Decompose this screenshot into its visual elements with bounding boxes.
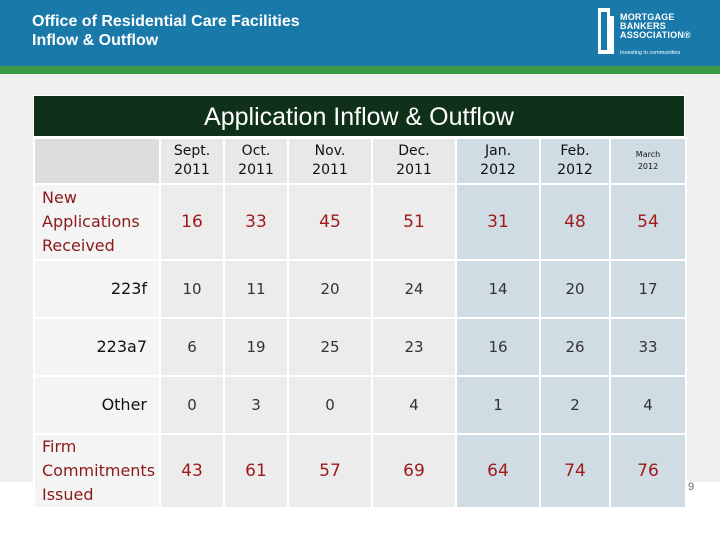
table-cell: 26 <box>539 317 611 377</box>
column-header: Nov. 2011 <box>287 137 373 185</box>
inflow-outflow-table: Application Inflow & Outflow Sept. 2011 O… <box>33 95 687 509</box>
table-cell: 45 <box>287 183 373 261</box>
table-cell: 11 <box>223 259 289 319</box>
row-label: Firm Commitments Issued <box>33 433 161 509</box>
column-header: Feb. 2012 <box>539 137 611 185</box>
row-label: New Applications Received <box>33 183 161 261</box>
page-title-line1: Office of Residential Care Facilities <box>32 13 300 30</box>
table-cell: 16 <box>159 183 225 261</box>
table-cell: 31 <box>455 183 541 261</box>
table-cell: 3 <box>223 375 289 435</box>
table-row: 223f 10 11 20 24 14 20 17 <box>33 259 687 319</box>
mba-logo: MORTGAGE BANKERS ASSOCIATION® Investing … <box>596 6 714 60</box>
table-row: Firm Commitments Issued 43 61 57 69 64 74 … <box>33 433 687 509</box>
logo-line2: BANKERS <box>620 21 666 31</box>
table-row: New Applications Received 16 33 45 51 31 4… <box>33 183 687 261</box>
table-cell: 74 <box>539 433 611 509</box>
table-header-row: Sept. 2011 Oct. 2011 Nov. 2011 Dec. 2011 Jan… <box>33 137 687 185</box>
table-cell: 4 <box>609 375 687 435</box>
column-header: Sept. 2011 <box>159 137 225 185</box>
table-cell: 64 <box>455 433 541 509</box>
table-cell: 6 <box>159 317 225 377</box>
column-header: Jan. 2012 <box>455 137 541 185</box>
table-cell: 61 <box>223 433 289 509</box>
table-cell: 51 <box>371 183 457 261</box>
table-cell: 14 <box>455 259 541 319</box>
row-label: 223f <box>33 259 161 319</box>
table-cell: 48 <box>539 183 611 261</box>
header-corner <box>33 137 161 185</box>
table-cell: 10 <box>159 259 225 319</box>
table-cell: 54 <box>609 183 687 261</box>
page-number: 9 <box>688 481 695 493</box>
table-cell: 20 <box>287 259 373 319</box>
table-row: 223a7 6 19 25 23 16 26 33 <box>33 317 687 377</box>
table-title: Application Inflow & Outflow <box>33 95 685 137</box>
table-cell: 19 <box>223 317 289 377</box>
logo-line1: MORTGAGE <box>620 12 675 22</box>
table-cell: 23 <box>371 317 457 377</box>
table-cell: 33 <box>609 317 687 377</box>
table-cell: 43 <box>159 433 225 509</box>
table-cell: 25 <box>287 317 373 377</box>
column-header: March 2012 <box>609 137 687 185</box>
table-cell: 0 <box>159 375 225 435</box>
row-label: Other <box>33 375 161 435</box>
table-cell: 0 <box>287 375 373 435</box>
table-cell: 4 <box>371 375 457 435</box>
table-cell: 20 <box>539 259 611 319</box>
logo-tagline: Investing in communities <box>620 50 681 56</box>
page-title-line2: Inflow & Outflow <box>32 32 159 49</box>
table-cell: 16 <box>455 317 541 377</box>
header-stripe <box>0 66 720 74</box>
table-cell: 24 <box>371 259 457 319</box>
page-title: Office of Residential Care Facilities In… <box>32 12 300 50</box>
table-cell: 76 <box>609 433 687 509</box>
table-cell: 2 <box>539 375 611 435</box>
table-cell: 69 <box>371 433 457 509</box>
mba-logo-icon <box>598 8 614 54</box>
logo-line3: ASSOCIATION® <box>620 30 691 40</box>
table-cell: 57 <box>287 433 373 509</box>
table-cell: 33 <box>223 183 289 261</box>
row-label: 223a7 <box>33 317 161 377</box>
table-row: Other 0 3 0 4 1 2 4 <box>33 375 687 435</box>
table-cell: 1 <box>455 375 541 435</box>
column-header: Dec. 2011 <box>371 137 457 185</box>
column-header: Oct. 2011 <box>223 137 289 185</box>
table-cell: 17 <box>609 259 687 319</box>
logo-text: MORTGAGE BANKERS ASSOCIATION® <box>620 13 691 40</box>
